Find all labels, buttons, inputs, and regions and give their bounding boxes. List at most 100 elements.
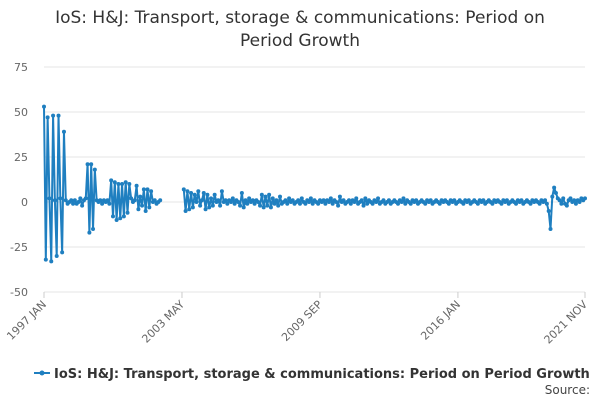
data-point[interactable] xyxy=(43,257,48,262)
data-point[interactable] xyxy=(47,196,52,201)
data-point[interactable] xyxy=(134,183,139,188)
data-point[interactable] xyxy=(303,201,308,206)
data-point[interactable] xyxy=(363,196,368,201)
data-point[interactable] xyxy=(274,198,279,203)
data-point[interactable] xyxy=(475,201,480,206)
data-point[interactable] xyxy=(225,201,230,206)
data-point[interactable] xyxy=(245,201,250,206)
data-point[interactable] xyxy=(548,227,553,231)
data-point[interactable] xyxy=(201,191,206,195)
data-point[interactable] xyxy=(92,167,97,172)
data-point[interactable] xyxy=(238,203,243,208)
data-point[interactable] xyxy=(499,201,504,206)
legend[interactable]: IoS: H&J: Transport, storage & communica… xyxy=(34,367,590,382)
data-point[interactable] xyxy=(261,205,266,210)
data-point[interactable] xyxy=(110,214,115,219)
data-point[interactable] xyxy=(207,205,212,210)
data-point[interactable] xyxy=(241,205,246,210)
data-point[interactable] xyxy=(268,205,273,210)
data-point[interactable] xyxy=(327,200,332,204)
data-point[interactable] xyxy=(299,196,304,201)
data-point[interactable] xyxy=(452,198,457,203)
data-point[interactable] xyxy=(290,198,295,203)
data-point[interactable] xyxy=(116,182,121,186)
data-point[interactable] xyxy=(561,196,566,201)
data-point[interactable] xyxy=(114,218,119,222)
data-point[interactable] xyxy=(552,185,557,190)
data-point[interactable] xyxy=(105,198,110,203)
data-point[interactable] xyxy=(399,200,404,204)
data-point[interactable] xyxy=(112,180,117,185)
data-point[interactable] xyxy=(51,113,56,118)
data-point[interactable] xyxy=(49,259,54,264)
data-point[interactable] xyxy=(56,113,61,118)
data-point[interactable] xyxy=(359,198,364,203)
data-point[interactable] xyxy=(308,196,313,201)
data-point[interactable] xyxy=(256,200,261,204)
data-point[interactable] xyxy=(125,210,130,215)
data-point[interactable] xyxy=(310,201,315,206)
data-point[interactable] xyxy=(230,196,235,201)
data-point[interactable] xyxy=(544,201,549,206)
data-point[interactable] xyxy=(100,201,105,206)
data-point[interactable] xyxy=(296,198,301,203)
data-point[interactable] xyxy=(337,194,342,199)
data-point[interactable] xyxy=(461,201,466,206)
data-point[interactable] xyxy=(147,205,152,210)
data-point[interactable] xyxy=(386,198,391,203)
data-point[interactable] xyxy=(98,198,103,203)
data-point[interactable] xyxy=(283,198,288,203)
data-point[interactable] xyxy=(80,203,85,208)
data-point[interactable] xyxy=(205,192,210,197)
data-point[interactable] xyxy=(232,201,237,206)
data-point[interactable] xyxy=(365,201,370,206)
data-point[interactable] xyxy=(334,200,339,204)
data-point[interactable] xyxy=(223,198,228,203)
data-point[interactable] xyxy=(348,201,353,206)
data-point[interactable] xyxy=(307,200,312,204)
data-point[interactable] xyxy=(267,192,272,197)
data-point[interactable] xyxy=(514,201,519,206)
data-point[interactable] xyxy=(107,201,112,206)
data-point[interactable] xyxy=(316,201,321,206)
data-point[interactable] xyxy=(403,201,408,206)
data-point[interactable] xyxy=(272,201,277,206)
data-point[interactable] xyxy=(190,205,195,210)
data-point[interactable] xyxy=(209,196,214,201)
data-point[interactable] xyxy=(247,196,252,201)
data-point[interactable] xyxy=(297,201,302,206)
data-point[interactable] xyxy=(228,200,233,204)
data-point[interactable] xyxy=(341,198,346,203)
data-point[interactable] xyxy=(374,200,379,204)
data-point[interactable] xyxy=(61,129,66,134)
data-point[interactable] xyxy=(181,187,186,192)
data-point[interactable] xyxy=(346,198,351,203)
data-point[interactable] xyxy=(236,200,241,204)
data-point[interactable] xyxy=(259,192,264,197)
data-point[interactable] xyxy=(91,227,96,231)
data-point[interactable] xyxy=(42,104,46,109)
data-point[interactable] xyxy=(537,201,542,206)
data-point[interactable] xyxy=(428,198,433,203)
data-point[interactable] xyxy=(336,203,341,208)
data-point[interactable] xyxy=(210,203,215,208)
data-point[interactable] xyxy=(72,198,77,203)
data-point[interactable] xyxy=(572,198,577,203)
data-point[interactable] xyxy=(187,207,192,212)
data-point[interactable] xyxy=(196,189,201,194)
data-point[interactable] xyxy=(550,194,555,199)
data-point[interactable] xyxy=(76,200,81,204)
data-point[interactable] xyxy=(120,182,125,186)
data-point[interactable] xyxy=(564,203,569,208)
data-point[interactable] xyxy=(69,198,74,203)
data-point[interactable] xyxy=(466,198,471,203)
data-point[interactable] xyxy=(352,200,357,204)
data-point[interactable] xyxy=(123,180,128,185)
data-point[interactable] xyxy=(192,192,197,197)
data-point[interactable] xyxy=(54,254,59,258)
data-point[interactable] xyxy=(559,201,564,206)
data-point[interactable] xyxy=(252,201,257,206)
data-point[interactable] xyxy=(158,198,163,203)
data-point[interactable] xyxy=(121,214,126,219)
data-point[interactable] xyxy=(127,182,132,186)
